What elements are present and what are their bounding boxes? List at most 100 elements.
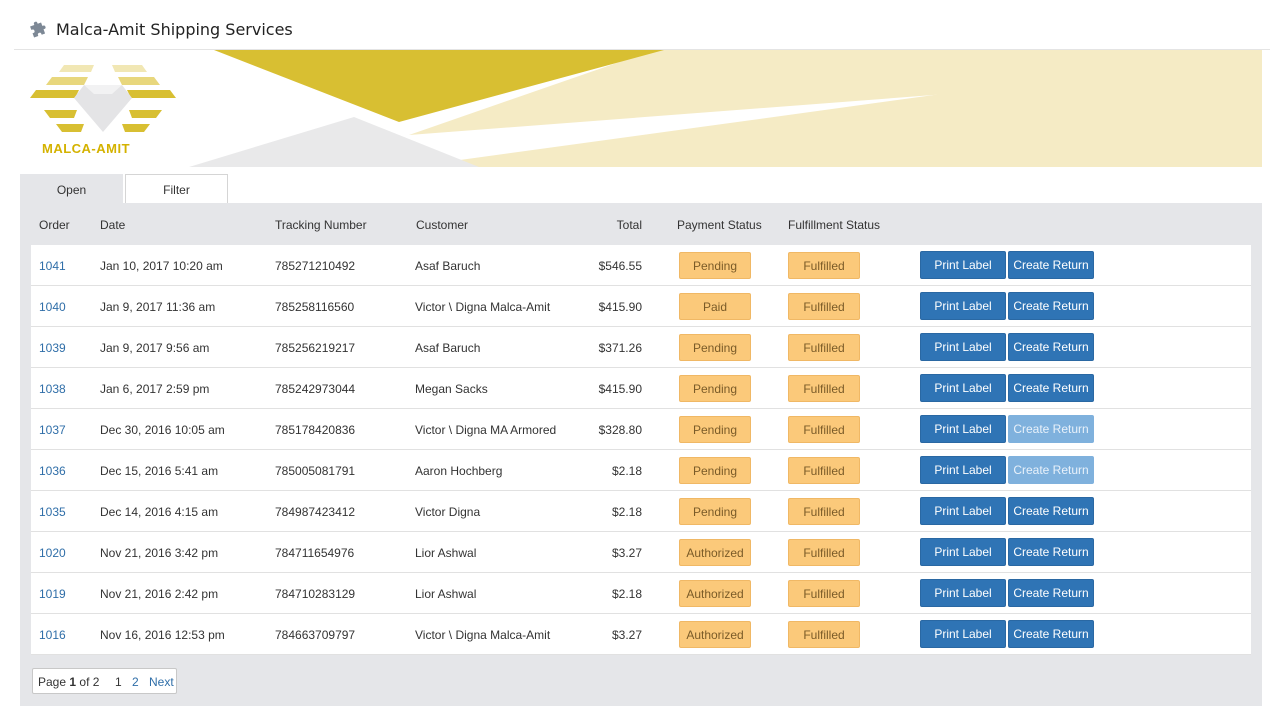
print-label-button[interactable]: Print Label (920, 251, 1006, 279)
order-link[interactable]: 1041 (39, 259, 66, 273)
fulfillment-status-badge: Fulfilled (788, 375, 860, 402)
print-label-button[interactable]: Print Label (920, 456, 1006, 484)
order-date: Dec 30, 2016 10:05 am (100, 423, 225, 437)
order-total: $2.18 (611, 505, 642, 519)
customer-name: Megan Sacks (415, 382, 488, 396)
header-payment-status: Payment Status (677, 218, 762, 232)
table-row: 1037 Dec 30, 2016 10:05 am 785178420836 Vic… (31, 409, 1251, 450)
print-label-button[interactable]: Print Label (920, 292, 1006, 320)
table-row: 1038 Jan 6, 2017 2:59 pm 785242973044 Megan… (31, 368, 1251, 409)
print-label-button[interactable]: Print Label (920, 374, 1006, 402)
customer-name: Aaron Hochberg (415, 464, 503, 478)
order-total: $328.80 (598, 423, 642, 437)
create-return-button[interactable]: Create Return (1008, 456, 1094, 484)
payment-status-badge: Pending (679, 375, 751, 402)
orders-panel: Order Date Tracking Number Customer Tota… (20, 203, 1262, 706)
order-date: Dec 14, 2016 4:15 am (100, 505, 219, 519)
tracking-number: 784711654976 (275, 546, 355, 560)
tracking-number: 785256219217 (275, 341, 356, 355)
order-total: $2.18 (611, 464, 642, 478)
payment-status-badge: Authorized (679, 580, 751, 607)
order-link[interactable]: 1037 (39, 423, 66, 437)
print-label-button[interactable]: Print Label (920, 415, 1006, 443)
create-return-button[interactable]: Create Return (1008, 497, 1094, 525)
create-return-button[interactable]: Create Return (1008, 333, 1094, 361)
orders-table-body: 1041 Jan 10, 2017 10:20 am 785271210492 Asa… (31, 245, 1251, 655)
table-row: 1041 Jan 10, 2017 10:20 am 785271210492 Asa… (31, 245, 1251, 286)
tab-filter[interactable]: Filter (125, 174, 228, 204)
customer-name: Lior Ashwal (415, 587, 477, 601)
fulfillment-status-badge: Fulfilled (788, 334, 860, 361)
table-row: 1035 Dec 14, 2016 4:15 am 784987423412 Vict… (31, 491, 1251, 532)
order-link[interactable]: 1036 (39, 464, 66, 478)
payment-status-badge: Pending (679, 457, 751, 484)
create-return-button[interactable]: Create Return (1008, 538, 1094, 566)
order-date: Nov 16, 2016 12:53 pm (100, 628, 225, 642)
app-header: Malca-Amit Shipping Services (14, 10, 1270, 50)
order-total: $415.90 (598, 382, 642, 396)
page-info: Page 1 of 2 (38, 675, 100, 689)
table-row: 1016 Nov 16, 2016 12:53 pm 784663709797 Vic… (31, 614, 1251, 655)
tracking-number: 784710283129 (275, 587, 356, 601)
brand-banner: MALCA-AMIT (14, 50, 1262, 167)
logo-text: MALCA-AMIT (42, 141, 131, 156)
fulfillment-status-badge: Fulfilled (788, 539, 860, 566)
fulfillment-status-badge: Fulfilled (788, 498, 860, 525)
header-customer: Customer (416, 218, 469, 232)
fulfillment-status-badge: Fulfilled (788, 580, 860, 607)
payment-status-badge: Pending (679, 498, 751, 525)
create-return-button[interactable]: Create Return (1008, 620, 1094, 648)
create-return-button[interactable]: Create Return (1008, 579, 1094, 607)
order-link[interactable]: 1038 (39, 382, 66, 396)
customer-name: Victor \ Digna MA Armored (415, 423, 557, 437)
create-return-button[interactable]: Create Return (1008, 292, 1094, 320)
print-label-button[interactable]: Print Label (920, 497, 1006, 525)
table-row: 1040 Jan 9, 2017 11:36 am 785258116560 Vict… (31, 286, 1251, 327)
print-label-button[interactable]: Print Label (920, 620, 1006, 648)
page-2-link[interactable]: 2 (132, 675, 139, 689)
order-date: Jan 9, 2017 9:56 am (100, 341, 210, 355)
fulfillment-status-badge: Fulfilled (788, 416, 860, 443)
payment-status-badge: Authorized (679, 539, 751, 566)
tab-bar: Open Filter (20, 174, 230, 204)
order-link[interactable]: 1035 (39, 505, 66, 519)
payment-status-badge: Paid (679, 293, 751, 320)
next-page-link[interactable]: Next (149, 675, 174, 689)
order-total: $546.55 (598, 259, 642, 273)
table-row: 1039 Jan 9, 2017 9:56 am 785256219217 Asaf … (31, 327, 1251, 368)
create-return-button[interactable]: Create Return (1008, 415, 1094, 443)
order-date: Jan 9, 2017 11:36 am (100, 300, 216, 314)
create-return-button[interactable]: Create Return (1008, 374, 1094, 402)
page-1-link[interactable]: 1 (115, 675, 122, 689)
logo-diamond-icon (30, 65, 176, 132)
print-label-button[interactable]: Print Label (920, 579, 1006, 607)
print-label-button[interactable]: Print Label (920, 538, 1006, 566)
order-link[interactable]: 1040 (39, 300, 66, 314)
table-row: 1020 Nov 21, 2016 3:42 pm 784711654976 Lior… (31, 532, 1251, 573)
tracking-number: 785005081791 (275, 464, 356, 478)
order-total: $2.18 (611, 587, 642, 601)
banner-graphic (30, 50, 1262, 167)
table-header: Order Date Tracking Number Customer Tota… (31, 203, 1251, 245)
tracking-number: 785258116560 (275, 300, 355, 314)
order-total: $3.27 (611, 546, 642, 560)
header-order: Order (39, 218, 70, 232)
order-link[interactable]: 1016 (39, 628, 66, 642)
order-total: $415.90 (598, 300, 642, 314)
tab-open[interactable]: Open (20, 174, 123, 204)
order-link[interactable]: 1019 (39, 587, 66, 601)
payment-status-badge: Pending (679, 252, 751, 279)
create-return-button[interactable]: Create Return (1008, 251, 1094, 279)
order-total: $3.27 (611, 628, 642, 642)
puzzle-icon (30, 21, 46, 38)
table-row: 1019 Nov 21, 2016 2:42 pm 784710283129 Lior… (31, 573, 1251, 614)
order-link[interactable]: 1039 (39, 341, 66, 355)
fulfillment-status-badge: Fulfilled (788, 293, 860, 320)
order-total: $371.26 (598, 341, 642, 355)
customer-name: Asaf Baruch (415, 341, 481, 355)
order-link[interactable]: 1020 (39, 546, 66, 560)
order-date: Dec 15, 2016 5:41 am (100, 464, 219, 478)
print-label-button[interactable]: Print Label (920, 333, 1006, 361)
fulfillment-status-badge: Fulfilled (788, 621, 860, 648)
customer-name: Asaf Baruch (415, 259, 481, 273)
